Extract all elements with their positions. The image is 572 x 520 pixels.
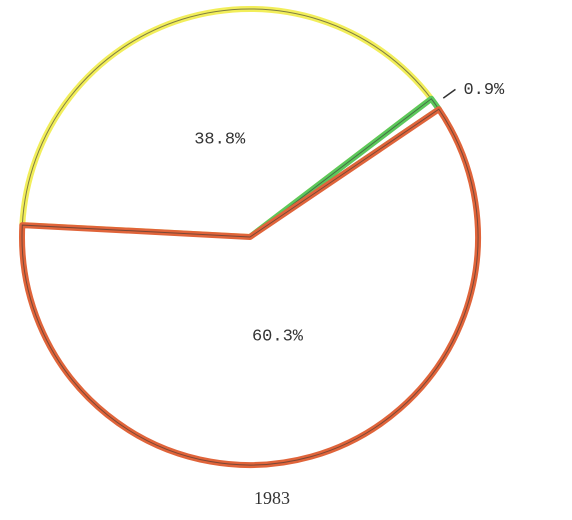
- chart-title: 1983: [254, 488, 290, 508]
- slice-outline: [21, 108, 479, 466]
- slice-outline: [21, 8, 433, 238]
- leader-line: [442, 88, 456, 99]
- slice-label: 0.9%: [463, 81, 505, 100]
- slice-label: 38.8%: [194, 130, 246, 149]
- slice-label: 60.3%: [252, 327, 304, 346]
